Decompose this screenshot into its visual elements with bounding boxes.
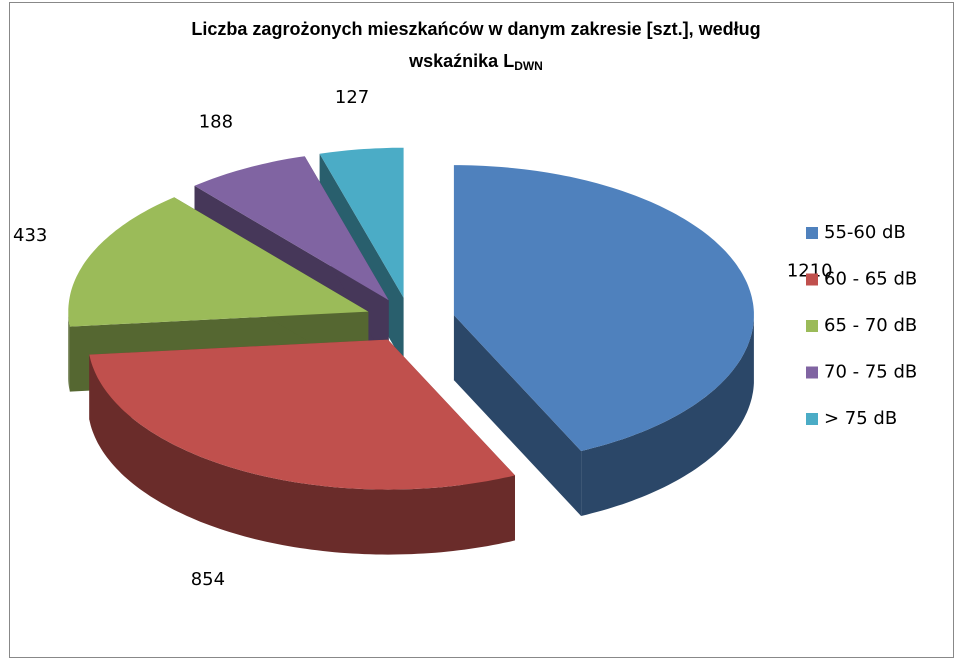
chart-title-line2: wskaźnika LDWN: [408, 51, 543, 73]
chart-title: Liczba zagrożonych mieszkańców w danym z…: [191, 19, 760, 39]
slice: [194, 156, 389, 301]
legend-swatch: [806, 366, 818, 379]
legend-label: 55-60 dB: [824, 222, 906, 243]
slice: [68, 197, 369, 327]
legend-swatch: [806, 413, 818, 425]
legend-label: 65 - 70 dB: [824, 315, 917, 336]
slice-wall: [68, 311, 70, 392]
legend-swatch: [806, 227, 818, 239]
data-label: 854: [191, 569, 225, 590]
legend-label: 60 - 65 dB: [824, 269, 917, 290]
legend-swatch: [806, 320, 818, 332]
slice-side: [453, 315, 582, 516]
legend-label: > 75 dB: [824, 408, 897, 429]
slice: [319, 147, 404, 298]
data-label: 1210: [787, 260, 833, 281]
title-main: wskaźnika L: [408, 51, 514, 71]
slice-wall: [89, 354, 516, 555]
legend-swatch: [806, 273, 818, 286]
data-label: 188: [199, 112, 233, 133]
data-label: 433: [13, 225, 47, 246]
slice: [89, 339, 516, 490]
data-label: 127: [335, 87, 369, 108]
title-subscript: DWN: [514, 59, 543, 73]
slice: [453, 165, 754, 451]
slice-wall: [581, 315, 754, 516]
legend-label: 70 - 75 dB: [824, 362, 917, 383]
